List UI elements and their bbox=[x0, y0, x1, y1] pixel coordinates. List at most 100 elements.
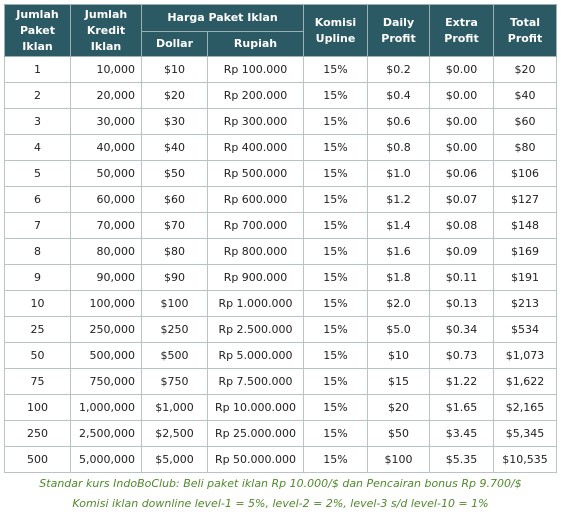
cell-dollar: $60 bbox=[141, 186, 208, 213]
cell-komisi: 15% bbox=[303, 108, 368, 135]
cell-komisi: 15% bbox=[303, 212, 368, 239]
cell-total: $10,535 bbox=[493, 446, 557, 473]
cell-kredit: 60,000 bbox=[70, 186, 142, 213]
cell-kredit: 90,000 bbox=[70, 264, 142, 291]
cell-total: $2,165 bbox=[493, 394, 557, 421]
cell-daily: $0.8 bbox=[367, 134, 430, 161]
cell-komisi: 15% bbox=[303, 446, 368, 473]
table-row: 1 10,000 $10 Rp 100.000 15% $0.2 $0.00 $20 bbox=[4, 56, 557, 83]
cell-paket: 9 bbox=[4, 264, 71, 291]
cell-daily: $100 bbox=[367, 446, 430, 473]
cell-komisi: 15% bbox=[303, 238, 368, 265]
cell-rupiah: Rp 400.000 bbox=[207, 134, 304, 161]
cell-extra: $0.00 bbox=[429, 82, 494, 109]
cell-paket: 5 bbox=[4, 160, 71, 187]
cell-dollar: $100 bbox=[141, 290, 208, 317]
cell-dollar: $70 bbox=[141, 212, 208, 239]
cell-rupiah: Rp 600.000 bbox=[207, 186, 304, 213]
cell-extra: $0.13 bbox=[429, 290, 494, 317]
cell-daily: $5.0 bbox=[367, 316, 430, 343]
cell-extra: $0.00 bbox=[429, 134, 494, 161]
cell-komisi: 15% bbox=[303, 342, 368, 369]
header-dollar: Dollar bbox=[141, 31, 208, 57]
cell-daily: $50 bbox=[367, 420, 430, 447]
cell-total: $5,345 bbox=[493, 420, 557, 447]
cell-daily: $20 bbox=[367, 394, 430, 421]
cell-total: $169 bbox=[493, 238, 557, 265]
cell-komisi: 15% bbox=[303, 56, 368, 83]
cell-kredit: 750,000 bbox=[70, 368, 142, 395]
cell-paket: 25 bbox=[4, 316, 71, 343]
cell-extra: $5.35 bbox=[429, 446, 494, 473]
table-row: 6 60,000 $60 Rp 600.000 15% $1.2 $0.07 $127 bbox=[4, 186, 557, 213]
cell-rupiah: Rp 500.000 bbox=[207, 160, 304, 187]
header-jumlah-paket: Jumlah Paket Iklan bbox=[4, 4, 71, 57]
cell-total: $1,622 bbox=[493, 368, 557, 395]
cell-extra: $3.45 bbox=[429, 420, 494, 447]
cell-paket: 500 bbox=[4, 446, 71, 473]
cell-kredit: 250,000 bbox=[70, 316, 142, 343]
cell-total: $60 bbox=[493, 108, 557, 135]
cell-total: $191 bbox=[493, 264, 557, 291]
cell-rupiah: Rp 10.000.000 bbox=[207, 394, 304, 421]
cell-paket: 8 bbox=[4, 238, 71, 265]
table-row: 500 5,000,000 $5,000 Rp 50.000.000 15% $100 $5… bbox=[4, 446, 557, 473]
header-extra-profit: Extra Profit bbox=[429, 4, 494, 57]
cell-extra: $0.73 bbox=[429, 342, 494, 369]
cell-dollar: $750 bbox=[141, 368, 208, 395]
header-row: Jumlah Paket Iklan Jumlah Kredit Iklan Har… bbox=[4, 4, 557, 57]
cell-extra: $0.00 bbox=[429, 56, 494, 83]
footnotes: Standar kurs IndoBoClub: Beli paket ikla… bbox=[0, 474, 561, 514]
cell-rupiah: Rp 800.000 bbox=[207, 238, 304, 265]
cell-daily: $0.2 bbox=[367, 56, 430, 83]
cell-kredit: 100,000 bbox=[70, 290, 142, 317]
cell-kredit: 50,000 bbox=[70, 160, 142, 187]
cell-kredit: 1,000,000 bbox=[70, 394, 142, 421]
cell-komisi: 15% bbox=[303, 82, 368, 109]
cell-dollar: $250 bbox=[141, 316, 208, 343]
cell-kredit: 500,000 bbox=[70, 342, 142, 369]
cell-paket: 1 bbox=[4, 56, 71, 83]
cell-extra: $0.11 bbox=[429, 264, 494, 291]
cell-paket: 3 bbox=[4, 108, 71, 135]
cell-daily: $1.6 bbox=[367, 238, 430, 265]
cell-total: $106 bbox=[493, 160, 557, 187]
cell-dollar: $50 bbox=[141, 160, 208, 187]
cell-kredit: 20,000 bbox=[70, 82, 142, 109]
cell-total: $127 bbox=[493, 186, 557, 213]
cell-daily: $1.0 bbox=[367, 160, 430, 187]
table-row: 7 70,000 $70 Rp 700.000 15% $1.4 $0.08 $148 bbox=[4, 212, 557, 239]
table-row: 2 20,000 $20 Rp 200.000 15% $0.4 $0.00 $40 bbox=[4, 82, 557, 109]
cell-daily: $2.0 bbox=[367, 290, 430, 317]
note-exchange-rate: Standar kurs IndoBoClub: Beli paket ikla… bbox=[39, 477, 522, 490]
cell-extra: $1.22 bbox=[429, 368, 494, 395]
cell-dollar: $5,000 bbox=[141, 446, 208, 473]
cell-dollar: $1,000 bbox=[141, 394, 208, 421]
subheader-row: Dollar Rupiah bbox=[5, 31, 557, 57]
cell-rupiah: Rp 50.000.000 bbox=[207, 446, 304, 473]
table-row: 10 100,000 $100 Rp 1.000.000 15% $2.0 $0.13 $21… bbox=[4, 290, 557, 317]
cell-dollar: $40 bbox=[141, 134, 208, 161]
cell-extra: $0.08 bbox=[429, 212, 494, 239]
cell-paket: 2 bbox=[4, 82, 71, 109]
package-table: Jumlah Paket Iklan Jumlah Kredit Iklan Har… bbox=[4, 4, 557, 473]
table-row: 50 500,000 $500 Rp 5.000.000 15% $10 $0.73 $1,0… bbox=[4, 342, 557, 369]
cell-kredit: 40,000 bbox=[70, 134, 142, 161]
cell-daily: $10 bbox=[367, 342, 430, 369]
cell-rupiah: Rp 7.500.000 bbox=[207, 368, 304, 395]
table-row: 8 80,000 $80 Rp 800.000 15% $1.6 $0.09 $169 bbox=[4, 238, 557, 265]
cell-kredit: 2,500,000 bbox=[70, 420, 142, 447]
cell-rupiah: Rp 900.000 bbox=[207, 264, 304, 291]
cell-dollar: $500 bbox=[141, 342, 208, 369]
cell-paket: 250 bbox=[4, 420, 71, 447]
cell-komisi: 15% bbox=[303, 316, 368, 343]
cell-kredit: 5,000,000 bbox=[70, 446, 142, 473]
cell-rupiah: Rp 5.000.000 bbox=[207, 342, 304, 369]
cell-komisi: 15% bbox=[303, 394, 368, 421]
cell-dollar: $80 bbox=[141, 238, 208, 265]
header-komisi-upline: Komisi Upline bbox=[303, 4, 368, 57]
cell-total: $534 bbox=[493, 316, 557, 343]
cell-komisi: 15% bbox=[303, 160, 368, 187]
cell-total: $1,073 bbox=[493, 342, 557, 369]
